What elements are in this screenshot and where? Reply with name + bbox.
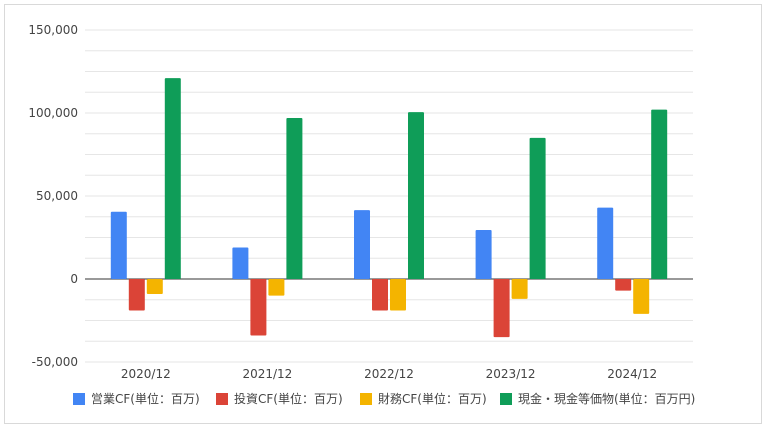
bar-2020-12-series-0 — [110, 211, 127, 279]
bar-2020-12-series-3 — [164, 78, 181, 279]
legend-label: 財務CF(単位：百万) — [378, 391, 487, 406]
bar-2021-12-series-3 — [286, 117, 303, 279]
bar-2022-12-series-1 — [372, 279, 388, 311]
y-tick-label: -50,000 — [32, 355, 78, 369]
x-tick-label: 2020/12 — [121, 367, 171, 381]
y-tick-label: 150,000 — [28, 23, 78, 37]
legend-swatch — [73, 393, 85, 405]
y-tick-label: 100,000 — [28, 106, 78, 120]
y-axis-ticks: 150,000 100,000 50,000 0 -50,000 — [28, 23, 78, 369]
bar-2023-12-series-3 — [529, 137, 546, 279]
legend-swatch — [216, 393, 228, 405]
bar-2021-12-series-0 — [232, 247, 249, 279]
bar-2024-12-series-2 — [633, 279, 650, 314]
x-tick-label: 2022/12 — [364, 367, 414, 381]
bar-2024-12-series-1 — [615, 279, 632, 291]
bars — [110, 78, 668, 338]
x-tick-label: 2021/12 — [242, 367, 292, 381]
legend-swatch — [500, 393, 512, 405]
y-tick-label: 50,000 — [36, 189, 78, 203]
bar-2023-12-series-2 — [511, 279, 528, 299]
bar-2020-12-series-1 — [128, 279, 145, 311]
legend-label: 現金・現金等価物(単位：百万円) — [518, 391, 695, 406]
y-tick-label: 0 — [70, 272, 78, 286]
legend: 営業CF(単位：百万) 投資CF(単位：百万) 財務CF(単位：百万) 現金・現金等価… — [73, 391, 695, 406]
chart-frame — [4, 4, 762, 424]
bar-2023-12-series-1 — [493, 279, 510, 338]
bar-2020-12-series-2 — [146, 279, 163, 294]
bar-2023-12-series-0 — [475, 230, 492, 279]
gridlines — [85, 29, 693, 363]
bar-2022-12-series-2 — [390, 279, 406, 311]
x-tick-label: 2024/12 — [607, 367, 657, 381]
x-axis-ticks: 2020/12 2021/12 2022/12 2023/12 2024/12 — [121, 367, 657, 381]
x-tick-label: 2023/12 — [486, 367, 536, 381]
legend-swatch — [360, 393, 372, 405]
bar-2024-12-series-3 — [651, 109, 668, 280]
bar-2022-12-series-3 — [408, 112, 424, 279]
legend-label: 営業CF(単位：百万) — [91, 391, 200, 406]
bar-2021-12-series-1 — [250, 279, 267, 336]
legend-label: 投資CF(単位：百万) — [234, 391, 343, 406]
bar-2024-12-series-0 — [597, 207, 614, 279]
bar-2022-12-series-0 — [354, 210, 370, 279]
bar-2021-12-series-2 — [268, 279, 285, 296]
